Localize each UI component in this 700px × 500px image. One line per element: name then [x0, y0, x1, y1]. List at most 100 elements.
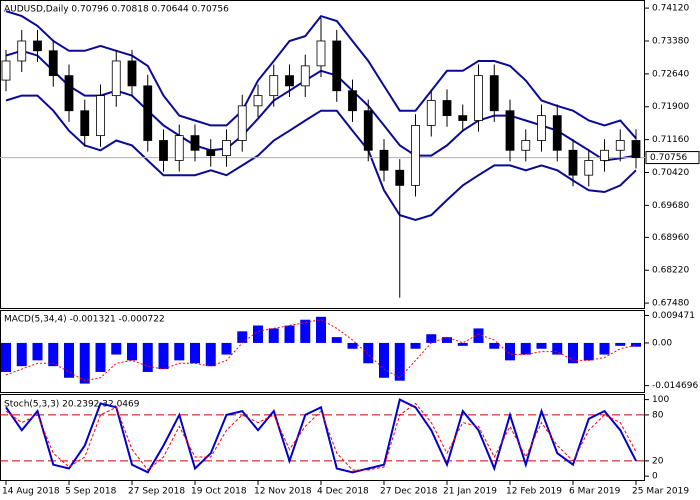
- stoch-line: [5, 402, 637, 471]
- candle-body: [237, 105, 247, 141]
- macd-bar: [268, 328, 279, 343]
- macd-bar: [552, 342, 563, 355]
- macd-bar: [174, 342, 185, 361]
- candle-body: [269, 75, 279, 97]
- y-tick-label: 0.69680: [652, 201, 689, 211]
- y-tick-label: 0.73380: [652, 36, 689, 46]
- y-tick-label: -0.014696: [652, 381, 698, 391]
- macd-bar: [615, 342, 626, 346]
- candle-body: [222, 140, 231, 157]
- chart-title: AUDUSD,Daily 0.70796 0.70818 0.70644 0.7…: [4, 5, 229, 15]
- candle-body: [363, 110, 373, 151]
- candle-body: [80, 110, 90, 137]
- x-tick-label: 4 Dec 2018: [317, 487, 369, 497]
- y-tick-label: 0.009471: [652, 311, 695, 321]
- y-tick-label: 0.68960: [652, 233, 689, 243]
- x-tick-label: 14 Aug 2018: [2, 487, 60, 497]
- candle-body: [395, 169, 405, 186]
- main-panel-frame: [0, 0, 645, 309]
- macd-bar: [489, 342, 500, 349]
- macd-bar: [442, 337, 452, 343]
- y-tick-label: 0.68220: [652, 266, 689, 276]
- y-tick-label: 20: [652, 456, 664, 466]
- candle-body: [615, 140, 625, 151]
- macd-bar: [347, 342, 358, 349]
- macd-bar: [505, 342, 515, 361]
- candle-body: [600, 149, 609, 161]
- macd-bar: [64, 342, 74, 378]
- last-price-label: 0.70756: [650, 153, 687, 163]
- macd-bar: [205, 342, 216, 367]
- stoch-panel-frame: [0, 394, 645, 481]
- x-tick-label: 5 Sep 2018: [65, 487, 117, 497]
- x-tick-label: 12 Feb 2019: [506, 487, 562, 497]
- macd-bar: [158, 342, 169, 370]
- candle-body: [552, 115, 562, 151]
- x-tick-label: 12 Nov 2018: [254, 487, 312, 497]
- macd-bar: [127, 342, 137, 361]
- macd-bar: [394, 342, 405, 381]
- x-tick-label: 21 Jan 2019: [443, 487, 497, 497]
- candle-body: [379, 149, 389, 171]
- candle-body: [458, 115, 468, 121]
- stoch-title: Stoch(5,3,3) 20.2392 32.0469: [4, 400, 140, 410]
- candle-body: [442, 100, 452, 117]
- macd-bar: [190, 342, 200, 364]
- candle-body: [33, 40, 42, 52]
- macd-bar: [583, 342, 594, 361]
- macd-bar: [631, 342, 641, 347]
- candle-body: [300, 65, 310, 87]
- y-tick-label: 0.70420: [652, 168, 689, 178]
- x-tick-label: 27 Sep 2018: [128, 487, 185, 497]
- macd-bar: [284, 325, 295, 343]
- candle-body: [537, 115, 546, 141]
- y-tick-label: 100: [652, 395, 669, 405]
- last-price-box: [645, 151, 700, 165]
- bollinger-band: [5, 94, 637, 222]
- candle-body: [521, 140, 531, 151]
- y-tick-label: 0.71160: [652, 135, 689, 145]
- macd-bar: [95, 342, 106, 372]
- macd-title: MACD(5,34,4) -0.001321 -0.000722: [4, 315, 165, 325]
- candle-body: [127, 60, 137, 87]
- macd-bar: [363, 342, 374, 364]
- macd-bar: [32, 342, 43, 361]
- x-tick-label: 19 Oct 2018: [191, 487, 247, 497]
- candle-body: [316, 40, 326, 67]
- candle-body: [568, 149, 578, 176]
- candle-body: [332, 40, 342, 92]
- candle-body: [426, 100, 436, 126]
- macd-bar: [536, 342, 547, 349]
- x-tick-label: 6 Mar 2019: [569, 487, 621, 497]
- macd-bar: [379, 342, 389, 378]
- candle-body: [285, 75, 294, 87]
- macd-bar: [111, 342, 122, 355]
- macd-bar: [221, 342, 232, 355]
- macd-bar: [16, 342, 27, 367]
- macd-panel-frame: [0, 310, 645, 393]
- macd-bar: [520, 342, 531, 355]
- candle-body: [505, 110, 515, 151]
- bollinger-band: [5, 10, 637, 139]
- x-tick-label: 27 Dec 2018: [380, 487, 438, 497]
- candle-body: [584, 160, 594, 176]
- y-tick-label: 0: [652, 472, 658, 482]
- candle-body: [474, 75, 483, 121]
- candle-body: [190, 135, 200, 151]
- y-tick-label: 0.71900: [652, 102, 689, 112]
- candle-body: [206, 149, 216, 157]
- candle-body: [348, 90, 357, 112]
- macd-bar: [253, 325, 263, 343]
- y-tick-label: 0.00: [652, 338, 672, 348]
- macd-bar: [79, 342, 90, 384]
- macd-bar: [568, 342, 578, 364]
- macd-bar: [48, 342, 59, 367]
- candle-body: [489, 75, 499, 112]
- macd-bar: [1, 342, 11, 372]
- candle-body: [96, 95, 105, 137]
- candle-body: [253, 95, 263, 107]
- macd-bar: [300, 319, 311, 343]
- candle-body: [1, 60, 11, 81]
